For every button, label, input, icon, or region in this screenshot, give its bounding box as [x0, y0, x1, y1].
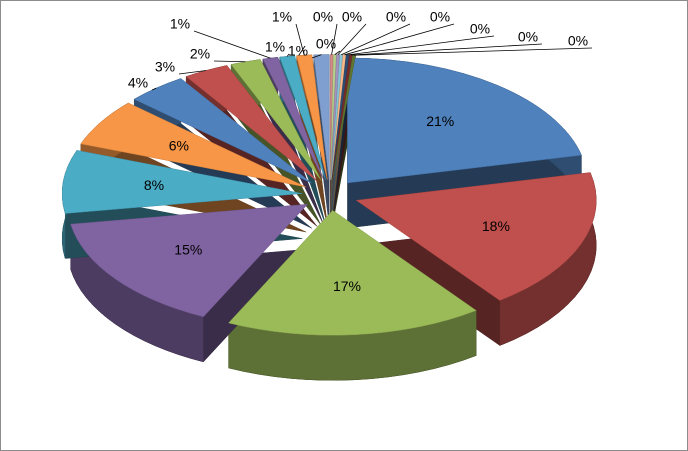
leader-line: [347, 35, 495, 56]
slice: [355, 172, 597, 301]
data-label: 1%: [265, 39, 285, 55]
leader-line: [193, 30, 271, 59]
data-label: 0%: [342, 9, 362, 25]
slice: [230, 59, 322, 181]
leader-line: [350, 43, 543, 56]
labels: 21%18%17%15%8%6%4%3%2%1%1%1%1%0%0%0% 0% 0%…: [128, 9, 593, 294]
slice: [228, 209, 477, 336]
leader-line: [334, 50, 341, 55]
slice: [330, 54, 343, 180]
data-label: 1%: [288, 43, 308, 59]
slice: [70, 203, 309, 318]
leader-line: [213, 60, 246, 63]
data-label: 0%: [313, 9, 333, 25]
data-label: 0%: [316, 36, 336, 52]
slice: [330, 54, 340, 180]
leader-line: [341, 23, 411, 56]
leader-line: [337, 23, 367, 55]
slice: [296, 54, 328, 180]
slice: [313, 54, 330, 180]
slice: [61, 150, 303, 214]
leader-line: [286, 53, 290, 57]
data-label: 4%: [128, 75, 148, 91]
data-label: 17%: [333, 278, 361, 294]
data-label: 18%: [482, 218, 510, 234]
data-label: 8%: [144, 177, 164, 193]
data-label: 1%: [170, 16, 190, 32]
data-label: 1%: [272, 9, 292, 25]
leader-line: [151, 87, 157, 91]
leader-line: [354, 47, 593, 56]
slice: [185, 65, 318, 182]
data-label: 21%: [426, 113, 454, 129]
data-label: 6%: [169, 138, 189, 154]
data-label: 0%: [430, 9, 450, 25]
leader-line: [178, 70, 207, 75]
data-label: 0%: [386, 9, 406, 25]
leader-line: [295, 23, 305, 56]
slice: [347, 57, 582, 184]
data-label: 2%: [190, 46, 210, 62]
leader-line: [311, 54, 322, 59]
data-label: 15%: [174, 241, 202, 257]
slice: [330, 54, 337, 180]
leader-line: [331, 23, 338, 55]
slice: [329, 54, 334, 180]
data-label: 0%: [518, 29, 538, 45]
slice: [133, 78, 313, 184]
data-label: 3%: [155, 59, 175, 75]
data-label: 0%: [568, 33, 588, 49]
leader-line: [344, 23, 455, 56]
slice: [80, 102, 307, 188]
data-label: 0%: [470, 21, 490, 37]
